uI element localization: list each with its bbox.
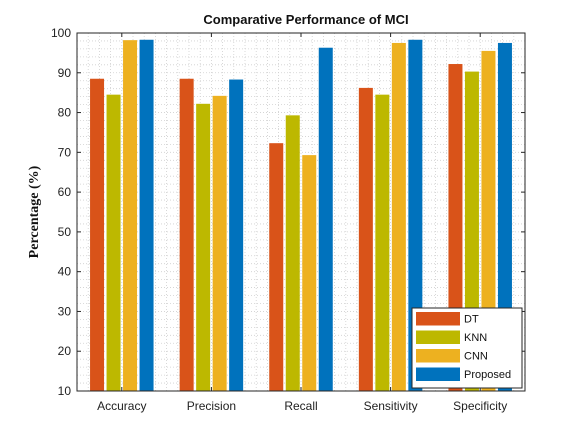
x-tick-label: Accuracy <box>97 399 146 413</box>
y-axis-ticks: 10 20 30 40 50 60 70 80 90 100 <box>51 26 525 398</box>
bar-cnn-precision <box>212 95 227 392</box>
bar-knn-sensitivity <box>375 94 390 392</box>
bar-knn-accuracy <box>106 94 121 392</box>
y-tick-label: 80 <box>58 106 72 120</box>
legend-label-proposed: Proposed <box>464 369 511 381</box>
y-tick-label: 40 <box>58 265 72 279</box>
legend-label-knn: KNN <box>464 332 487 344</box>
legend-label-cnn: CNN <box>464 351 488 363</box>
bar-cnn-specificity <box>481 50 496 392</box>
x-tick-label: Precision <box>187 399 236 413</box>
bar-cnn-sensitivity <box>391 42 406 391</box>
y-tick-label: 30 <box>58 304 72 318</box>
y-tick-label: 90 <box>58 66 72 80</box>
bar-dt-sensitivity <box>358 87 373 391</box>
bar-proposed-recall <box>318 47 333 392</box>
legend-swatch-cnn <box>416 349 460 363</box>
bar-dt-accuracy <box>90 78 105 391</box>
x-tick-label: Sensitivity <box>364 399 418 413</box>
y-tick-label: 70 <box>58 145 72 159</box>
bar-dt-recall <box>269 143 284 391</box>
x-tick-label: Recall <box>284 399 317 413</box>
y-tick-label: 20 <box>58 344 72 358</box>
legend-swatch-knn <box>416 330 460 344</box>
x-axis-ticks: Accuracy Precision Recall Sensitivity Specif… <box>97 33 507 413</box>
bar-proposed-specificity <box>497 42 512 391</box>
bar-proposed-accuracy <box>139 39 154 392</box>
y-tick-label: 60 <box>58 185 72 199</box>
y-axis-label: Percentage (%) <box>27 165 42 258</box>
bar-knn-recall <box>285 115 300 391</box>
bar-proposed-precision <box>229 79 244 391</box>
bar-knn-precision <box>196 103 211 391</box>
bar-cnn-accuracy <box>123 40 138 391</box>
chart-title: Comparative Performance of MCI <box>203 12 408 27</box>
bar-proposed-sensitivity <box>408 39 423 392</box>
legend-swatch-proposed <box>416 367 460 381</box>
legend[interactable]: DT KNN CNN Proposed <box>411 307 523 389</box>
x-tick-label: Specificity <box>453 399 507 413</box>
legend-swatch-dt <box>416 312 460 326</box>
y-tick-label: 50 <box>58 225 72 239</box>
bar-cnn-recall <box>302 155 317 391</box>
y-tick-label: 10 <box>58 384 72 398</box>
legend-label-dt: DT <box>464 314 479 326</box>
bar-dt-precision <box>179 78 194 391</box>
y-tick-label: 100 <box>51 26 71 40</box>
